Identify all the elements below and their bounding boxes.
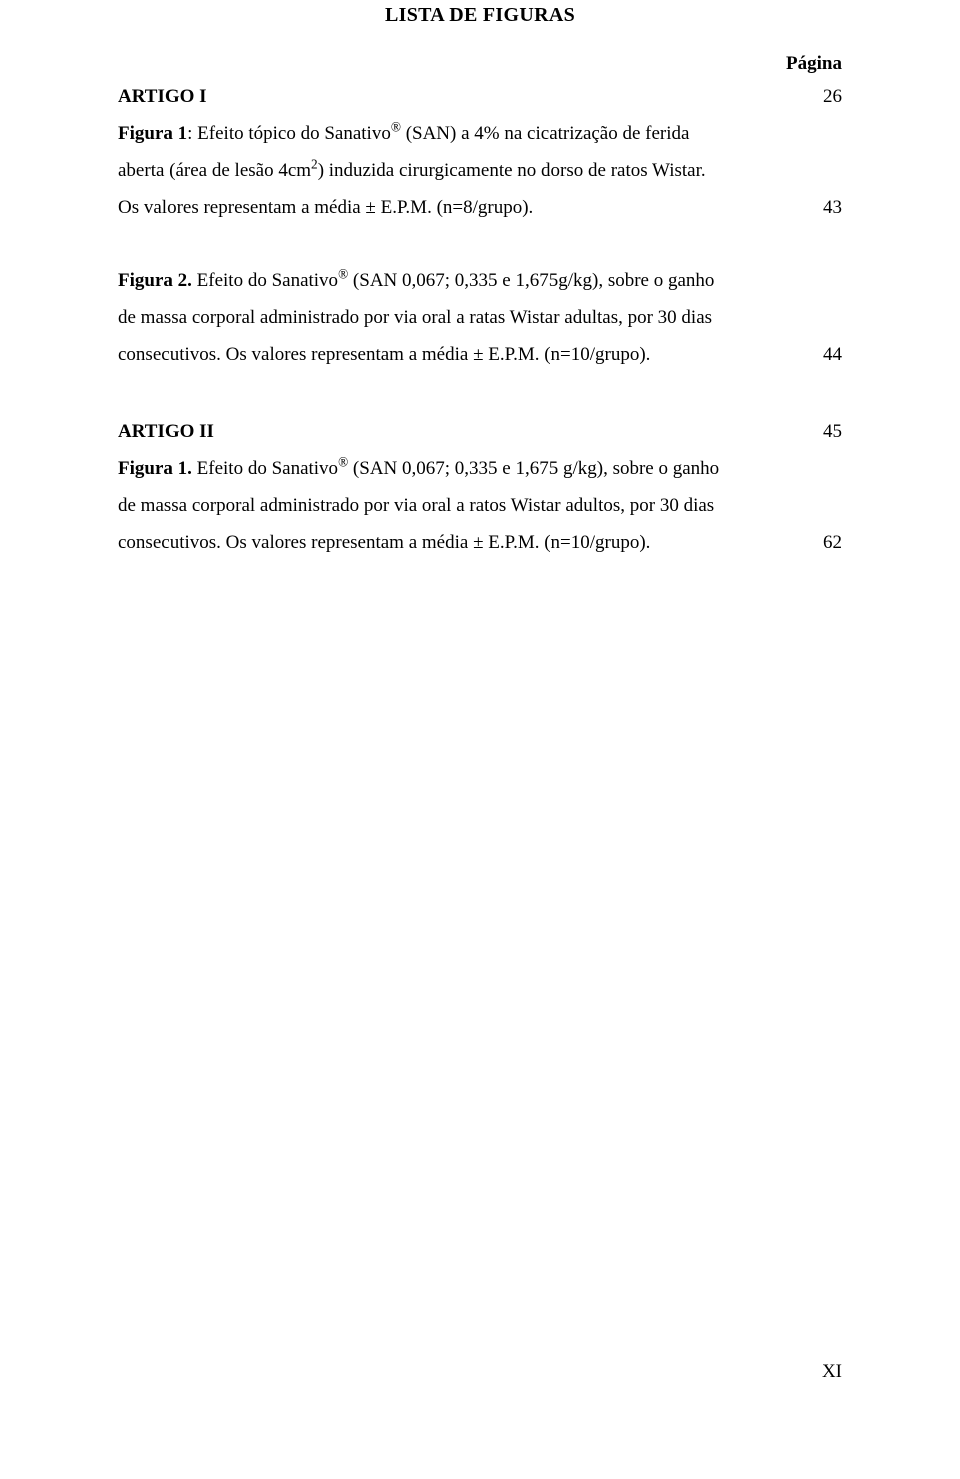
artigo-1-pagenum: 26 [792,78,842,115]
artigo-2-fig1-after-reg: (SAN 0,067; 0,335 e 1,675 g/kg), sobre o… [348,458,719,479]
reg-mark-icon: ® [338,454,348,469]
page-title: LISTA DE FIGURAS [118,0,842,51]
artigo-1-block: ARTIGO I 26 Figura 1: Efeito tópico do S… [118,78,842,226]
artigo-2-fig1-line3-row: consecutivos. Os valores representam a m… [118,524,842,561]
artigo-1-fig2-line3-row: consecutivos. Os valores representam a m… [118,336,842,373]
reg-mark-icon: ® [338,266,348,281]
artigo-1-fig2-rest1: Efeito do Sanativo [192,270,338,291]
artigo-1-label: ARTIGO I [118,78,792,115]
artigo-1-fig1-line1: Figura 1: Efeito tópico do Sanativo® (SA… [118,115,842,152]
footer-page-number: XI [822,1361,842,1383]
artigo-1-fig1-rest1: : Efeito tópico do Sanativo [187,123,391,144]
artigo-2-label: ARTIGO II [118,413,792,450]
artigo-2-fig1-page: 62 [792,524,842,561]
artigo-1-fig2-line2: de massa corporal administrado por via o… [118,299,842,336]
superscript-2: 2 [311,156,318,171]
artigo-1-header-row: ARTIGO I 26 [118,78,842,115]
artigo-1-fig2-line1: Figura 2. Efeito do Sanativo® (SAN 0,067… [118,262,842,299]
artigo-1-fig2-line3: consecutivos. Os valores representam a m… [118,336,792,373]
artigo-2-fig1-line1: Figura 1. Efeito do Sanativo® (SAN 0,067… [118,450,842,487]
artigo-1-fig1-page: 43 [792,189,842,226]
artigo-1-fig1-prefix: Figura 1 [118,123,187,144]
artigo-1-fig2-after-reg: (SAN 0,067; 0,335 e 1,675g/kg), sobre o … [348,270,714,291]
spacer [118,226,842,262]
document-page: LISTA DE FIGURAS Página ARTIGO I 26 Figu… [0,0,960,1479]
artigo-2-fig1-line2: de massa corporal administrado por via o… [118,487,842,524]
artigo-2-fig1-prefix: Figura 1. [118,458,192,479]
artigo-1-fig1-line2-after: ) induzida cirurgicamente no dorso de ra… [318,160,706,181]
artigo-1-fig1-line2-before: aberta (área de lesão 4cm [118,160,311,181]
artigo-1-fig1-after-reg: (SAN) a 4% na cicatrização de ferida [401,123,690,144]
artigo-2-block: ARTIGO II 45 Figura 1. Efeito do Sanativ… [118,413,842,561]
artigo-1-fig1-line3-row: Os valores representam a média ± E.P.M. … [118,189,842,226]
artigo-2-fig1-line3: consecutivos. Os valores representam a m… [118,524,792,561]
artigo-1-fig2-page: 44 [792,336,842,373]
artigo-2-fig1-rest1: Efeito do Sanativo [192,458,338,479]
spacer [118,373,842,413]
artigo-1-fig2-block: Figura 2. Efeito do Sanativo® (SAN 0,067… [118,262,842,373]
pagina-header-label: Página [118,51,842,78]
artigo-1-fig1-line3: Os valores representam a média ± E.P.M. … [118,189,792,226]
artigo-2-pagenum: 45 [792,413,842,450]
reg-mark-icon: ® [391,119,401,134]
artigo-1-fig2-prefix: Figura 2. [118,270,192,291]
artigo-1-fig1-line2: aberta (área de lesão 4cm2) induzida cir… [118,152,842,189]
artigo-2-header-row: ARTIGO II 45 [118,413,842,450]
